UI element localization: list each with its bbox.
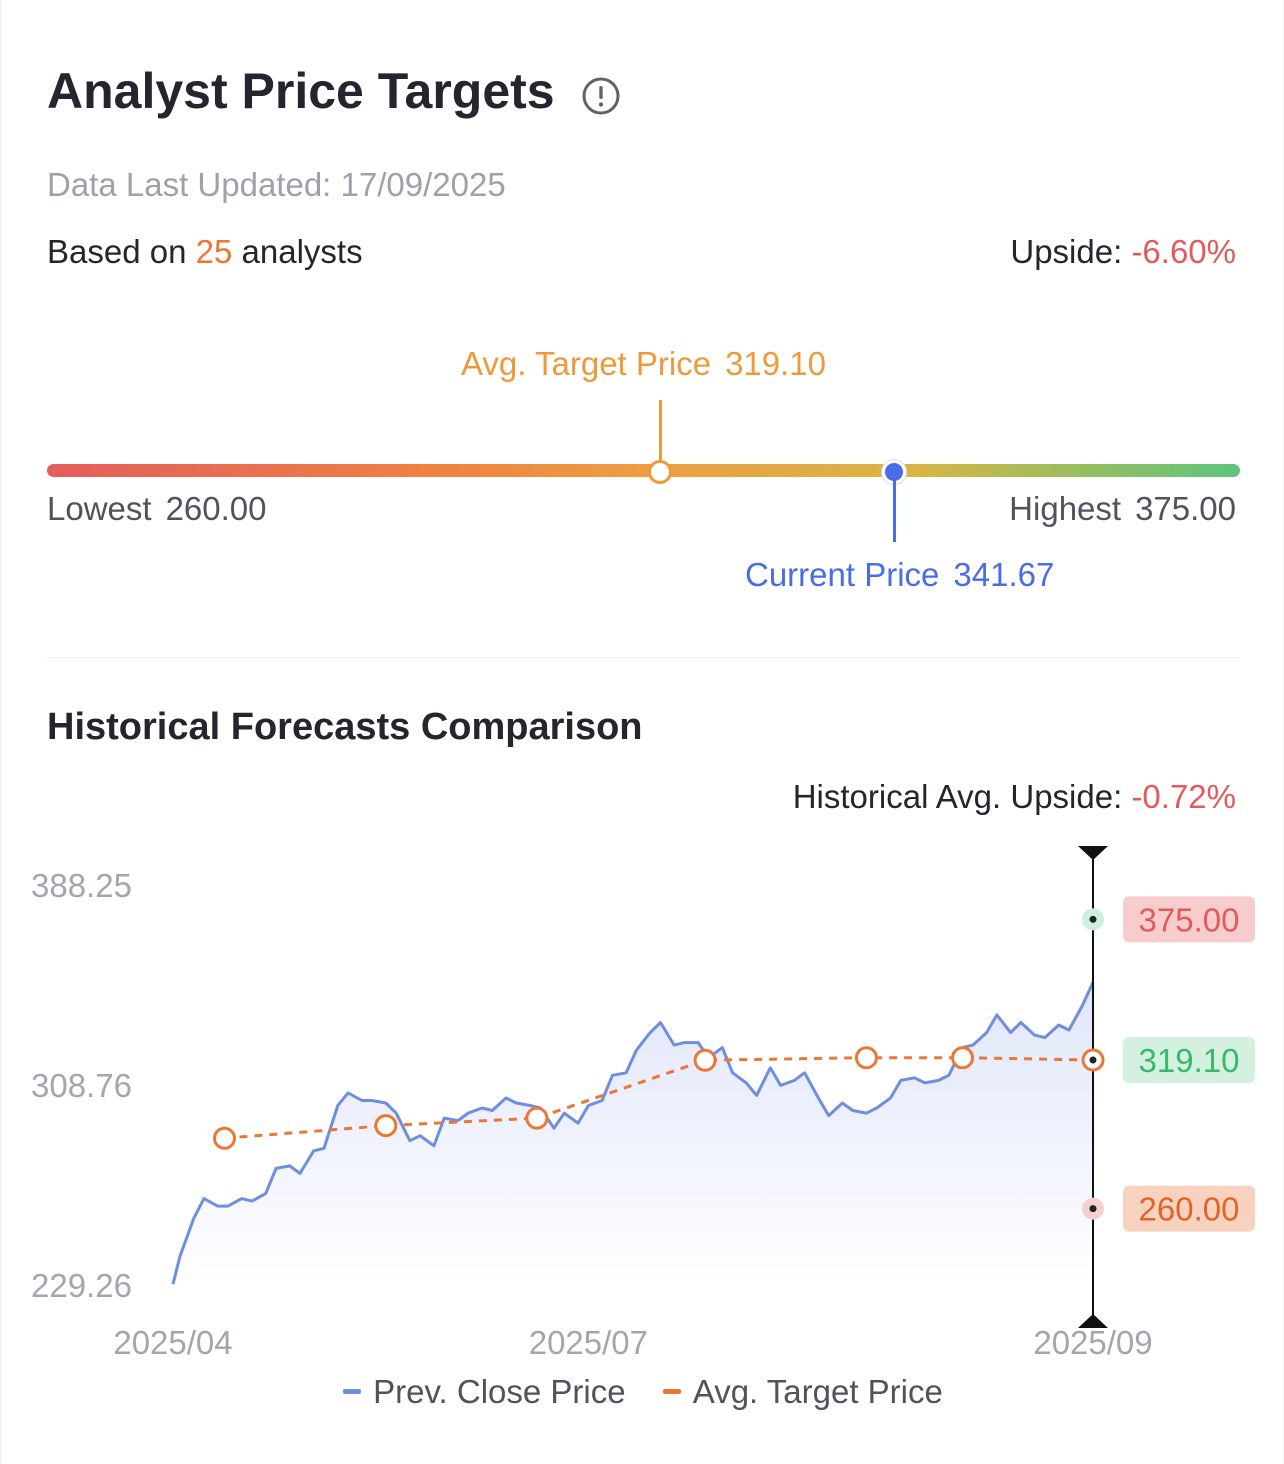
avg-target-point[interactable] [374,1114,398,1138]
info-circle-icon[interactable] [581,76,621,116]
avg-target-stem [658,400,662,462]
x-tick-label: 2025/09 [1033,1324,1152,1360]
avg-target-badge-text: 319.10 [1139,1042,1240,1079]
y-tick-label: 308.76 [31,1067,132,1104]
highest-dot-center [1089,915,1097,923]
current-price-value: 341.67 [953,556,1055,593]
avg-target-label: Avg. Target Price 319.10 [461,345,826,383]
lowest-target: Lowest 260.00 [47,490,267,528]
upside-label: Upside: [1010,233,1123,270]
page-title: Analyst Price Targets [47,63,555,119]
avg-target-label-text: Avg. Target Price [461,345,712,382]
highest-target: Highest 375.00 [1009,490,1236,528]
legend-item-prev-close[interactable]: Prev. Close Price [343,1372,626,1411]
highest-label: Highest [1009,490,1122,527]
historical-upside: Historical Avg. Upside: -0.72% [793,778,1236,816]
avg-target-point[interactable] [525,1106,549,1130]
x-tick-label: 2025/07 [529,1324,648,1360]
y-tick-label: 229.26 [31,1267,132,1304]
historical-forecast-chart[interactable]: 388.25 308.76 229.26 2025/04 2025/07 2025/09… [1,830,1284,1360]
upside-value: -6.60% [1131,233,1236,270]
lowest-dot-center [1089,1205,1097,1213]
lowest-badge-text: 260.00 [1139,1191,1240,1228]
based-on-prefix: Based on [47,233,187,270]
legend-swatch-avg-target [662,1389,681,1394]
current-price-stem [892,478,896,542]
highest-badge-text: 375.00 [1139,901,1240,938]
upside-line: Upside: -6.60% [1010,233,1236,271]
lowest-value: 260.00 [165,490,267,527]
legend-label-avg-target: Avg. Target Price [692,1372,943,1410]
crosshair[interactable] [1078,846,1108,1328]
legend-label-prev-close: Prev. Close Price [373,1372,626,1410]
highest-badge [1123,896,1255,943]
current-price-label-text: Current Price [745,556,940,593]
avg-target-point[interactable] [693,1048,717,1072]
analyst-count-line: Based on 25 analysts [47,233,363,271]
avg-target-point[interactable] [854,1046,878,1070]
x-tick-label: 2025/04 [113,1324,232,1360]
highest-value: 375.00 [1135,490,1236,527]
data-updated-value: 17/09/2025 [340,166,506,203]
current-price-label: Current Price 341.67 [745,556,1054,594]
lowest-label: Lowest [47,490,152,527]
historical-upside-label: Historical Avg. Upside: [792,778,1123,815]
based-on-suffix: analysts [241,233,363,270]
prev-close-area [173,982,1093,1286]
legend-item-avg-target[interactable]: Avg. Target Price [662,1372,943,1411]
analyst-count: 25 [195,233,233,270]
data-updated-label: Data Last Updated: [47,166,332,203]
avg-current-dot-center [1089,1056,1097,1064]
avg-target-point[interactable] [951,1046,975,1070]
avg-target-point[interactable] [212,1126,236,1150]
data-updated: Data Last Updated: 17/09/2025 [47,166,506,204]
y-tick-label: 388.25 [31,867,132,904]
avg-target-badge [1123,1036,1255,1083]
avg-target-marker [648,460,673,484]
legend-swatch-prev-close [343,1389,362,1394]
price-range-bar [47,464,1240,477]
historical-upside-value: -0.72% [1131,778,1236,815]
crosshair-bottom-arrow-icon [1078,1314,1108,1328]
lowest-badge [1123,1185,1255,1232]
section-divider [47,657,1240,658]
crosshair-top-arrow-icon [1078,846,1108,860]
avg-target-value: 319.10 [725,345,827,382]
prev-close-line [171,981,1095,1285]
chart-legend: Prev. Close Price Avg. Target Price [1,1364,1284,1411]
historical-section-title: Historical Forecasts Comparison [47,706,643,748]
